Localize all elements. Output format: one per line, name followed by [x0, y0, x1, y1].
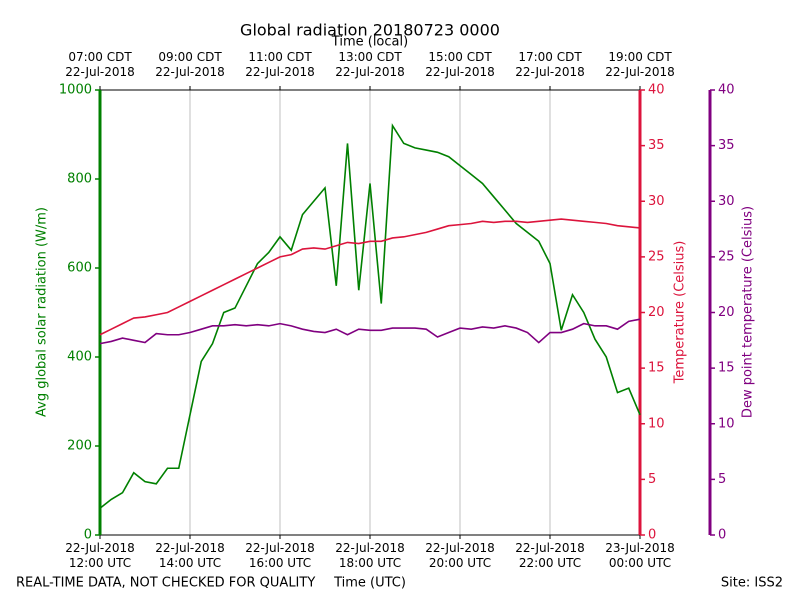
top-x-tick-label: 15:00 CDT 22-Jul-2018: [425, 50, 495, 79]
y3-tick-label: 35: [718, 138, 735, 153]
x-tick-label: 22-Jul-2018 12:00 UTC: [65, 541, 135, 570]
x-axis-label: Time (UTC): [333, 576, 406, 591]
y3-tick-label: 0: [718, 528, 726, 543]
x-tick-label: 22-Jul-2018 22:00 UTC: [515, 541, 585, 570]
y-axis-label: Avg global solar radiation (W/m): [35, 207, 50, 417]
y3-tick-label: 20: [718, 305, 735, 320]
y2-tick-label: 10: [648, 416, 665, 431]
y-tick-label: 800: [67, 172, 92, 187]
chart-title: Global radiation 20180723 0000: [240, 21, 500, 40]
y3-tick-label: 5: [718, 472, 726, 487]
top-x-tick-label: 11:00 CDT 22-Jul-2018: [245, 50, 315, 79]
y3-tick-label: 40: [718, 83, 735, 98]
y2-tick-label: 5: [648, 472, 656, 487]
footer-note: REAL-TIME DATA, NOT CHECKED FOR QUALITY: [16, 576, 315, 591]
y3-tick-label: 15: [718, 361, 735, 376]
y2-axis-label: Temperature (Celsius): [673, 241, 688, 385]
y-tick-label: 600: [67, 261, 92, 276]
top-x-tick-label: 09:00 CDT 22-Jul-2018: [155, 50, 225, 79]
data-line: [99, 218, 641, 336]
footer-site: Site: ISS2: [721, 576, 783, 591]
y3-tick-label: 10: [718, 416, 735, 431]
y2-tick-label: 35: [648, 138, 665, 153]
y2-tick-label: 40: [648, 83, 665, 98]
y-tick-label: 400: [67, 350, 92, 365]
x-tick-label: 23-Jul-2018 00:00 UTC: [605, 541, 675, 570]
top-x-tick-label: 19:00 CDT 22-Jul-2018: [605, 50, 675, 79]
top-x-tick-label: 13:00 CDT 22-Jul-2018: [335, 50, 405, 79]
data-line: [99, 123, 641, 509]
y3-tick-label: 30: [718, 194, 735, 209]
top-x-tick-label: 17:00 CDT 22-Jul-2018: [515, 50, 585, 79]
y2-tick-label: 20: [648, 305, 665, 320]
x-tick-label: 22-Jul-2018 14:00 UTC: [155, 541, 225, 570]
y3-axis-label: Dew point temperature (Celsius): [741, 206, 756, 418]
y2-tick-label: 0: [648, 528, 656, 543]
x-tick-label: 22-Jul-2018 18:00 UTC: [335, 541, 405, 570]
y-tick-label: 200: [67, 439, 92, 454]
y2-tick-label: 30: [648, 194, 665, 209]
y3-tick-label: 25: [718, 249, 735, 264]
x-tick-label: 22-Jul-2018 20:00 UTC: [425, 541, 495, 570]
y2-tick-label: 15: [648, 361, 665, 376]
y-tick-label: 0: [84, 528, 92, 543]
x-tick-label: 22-Jul-2018 16:00 UTC: [245, 541, 315, 570]
top-x-tick-label: 07:00 CDT 22-Jul-2018: [65, 50, 135, 79]
data-line: [99, 318, 641, 345]
y-tick-label: 1000: [59, 83, 92, 98]
y2-tick-label: 25: [648, 249, 665, 264]
top-x-axis-label: Time (local): [331, 35, 408, 50]
